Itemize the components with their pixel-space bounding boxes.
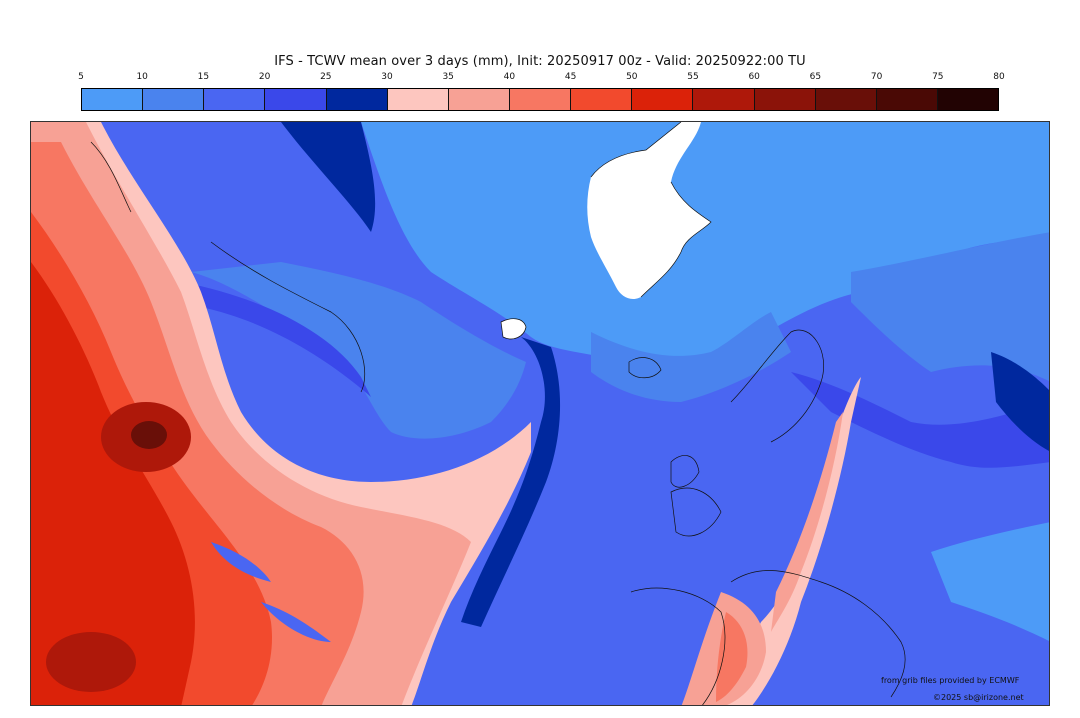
colorbar-tick-label: 25 [320, 72, 332, 82]
colorbar-segment [82, 89, 144, 110]
tcwv-field [31, 122, 1049, 705]
colorbar-tick-label: 50 [626, 72, 638, 82]
norwegian-sea-band [591, 312, 791, 402]
colorbar-tick-label: 5 [78, 72, 84, 82]
map-title: IFS - TCWV mean over 3 days (mm), Init: … [274, 54, 806, 69]
colorbar-tick-label: 70 [870, 72, 883, 82]
hudson-band [181, 282, 371, 397]
colorbar-segment [326, 89, 388, 110]
arctic-low-moisture [361, 122, 1049, 367]
cyclone-eye [131, 421, 167, 449]
colorbar-tick-label: 80 [993, 72, 1005, 82]
greenland-coast-dark-band [461, 337, 561, 627]
iberia-plume-core [716, 612, 748, 702]
europe-plume-mid [771, 412, 843, 632]
colorbar-tick-label: 35 [442, 72, 454, 82]
colorbar-tick-label: 10 [136, 72, 148, 82]
labrador-sea-band [191, 262, 526, 439]
iceland-mask [501, 318, 526, 339]
russia-dark-patch [991, 352, 1049, 451]
europe-plume-light [721, 377, 861, 705]
colorbar-tick-label: 65 [809, 72, 822, 82]
eastern-europe-light [931, 522, 1049, 642]
colorbar-segment [937, 89, 999, 110]
colorbar-segment [693, 89, 755, 110]
colorbar-segment [387, 89, 449, 110]
colorbar-segment [509, 89, 572, 110]
scandinavia-band [851, 232, 1049, 382]
moisture-plume-core [31, 262, 195, 705]
colorbar-tick-labels: 5 10 15 20 25 30 35 40 45 50 55 60 65 70 75 80 [78, 72, 1005, 86]
colorbar-segment [876, 89, 938, 110]
colorbar-segment [448, 89, 510, 110]
data-source-credit: from grib files provided by ECMWF [881, 676, 1020, 685]
dry-intrusion-2 [261, 602, 331, 642]
colorbar-segment [815, 89, 877, 110]
colorbar-tick-label: 45 [564, 72, 577, 82]
colorbar-segment [632, 89, 694, 110]
colorbar-segment [265, 89, 327, 110]
colorbar-tick-label: 60 [748, 72, 760, 82]
colorbar [81, 88, 999, 111]
colorbar-tick-label: 30 [381, 72, 393, 82]
colorbar-segment [571, 89, 633, 110]
colorbar-segment [754, 89, 816, 110]
coastlines [90, 122, 906, 705]
copyright-credit: ©2025 sb@irizone.net [933, 693, 1024, 702]
colorbar-tick-label: 20 [258, 72, 271, 82]
colorbar-tick-label: 15 [197, 72, 210, 82]
greenland-ice-mask [587, 122, 711, 299]
map-panel [30, 121, 1050, 706]
dry-intrusion-1 [211, 542, 271, 582]
colorbar-tick-label: 75 [932, 72, 944, 82]
colorbar-segment [204, 89, 266, 110]
baffin-dark [281, 122, 376, 232]
southern-core [46, 632, 136, 692]
colorbar-tick-label: 40 [503, 72, 516, 82]
colorbar-segment [143, 89, 205, 110]
colorbar-tick-label: 55 [687, 72, 699, 82]
